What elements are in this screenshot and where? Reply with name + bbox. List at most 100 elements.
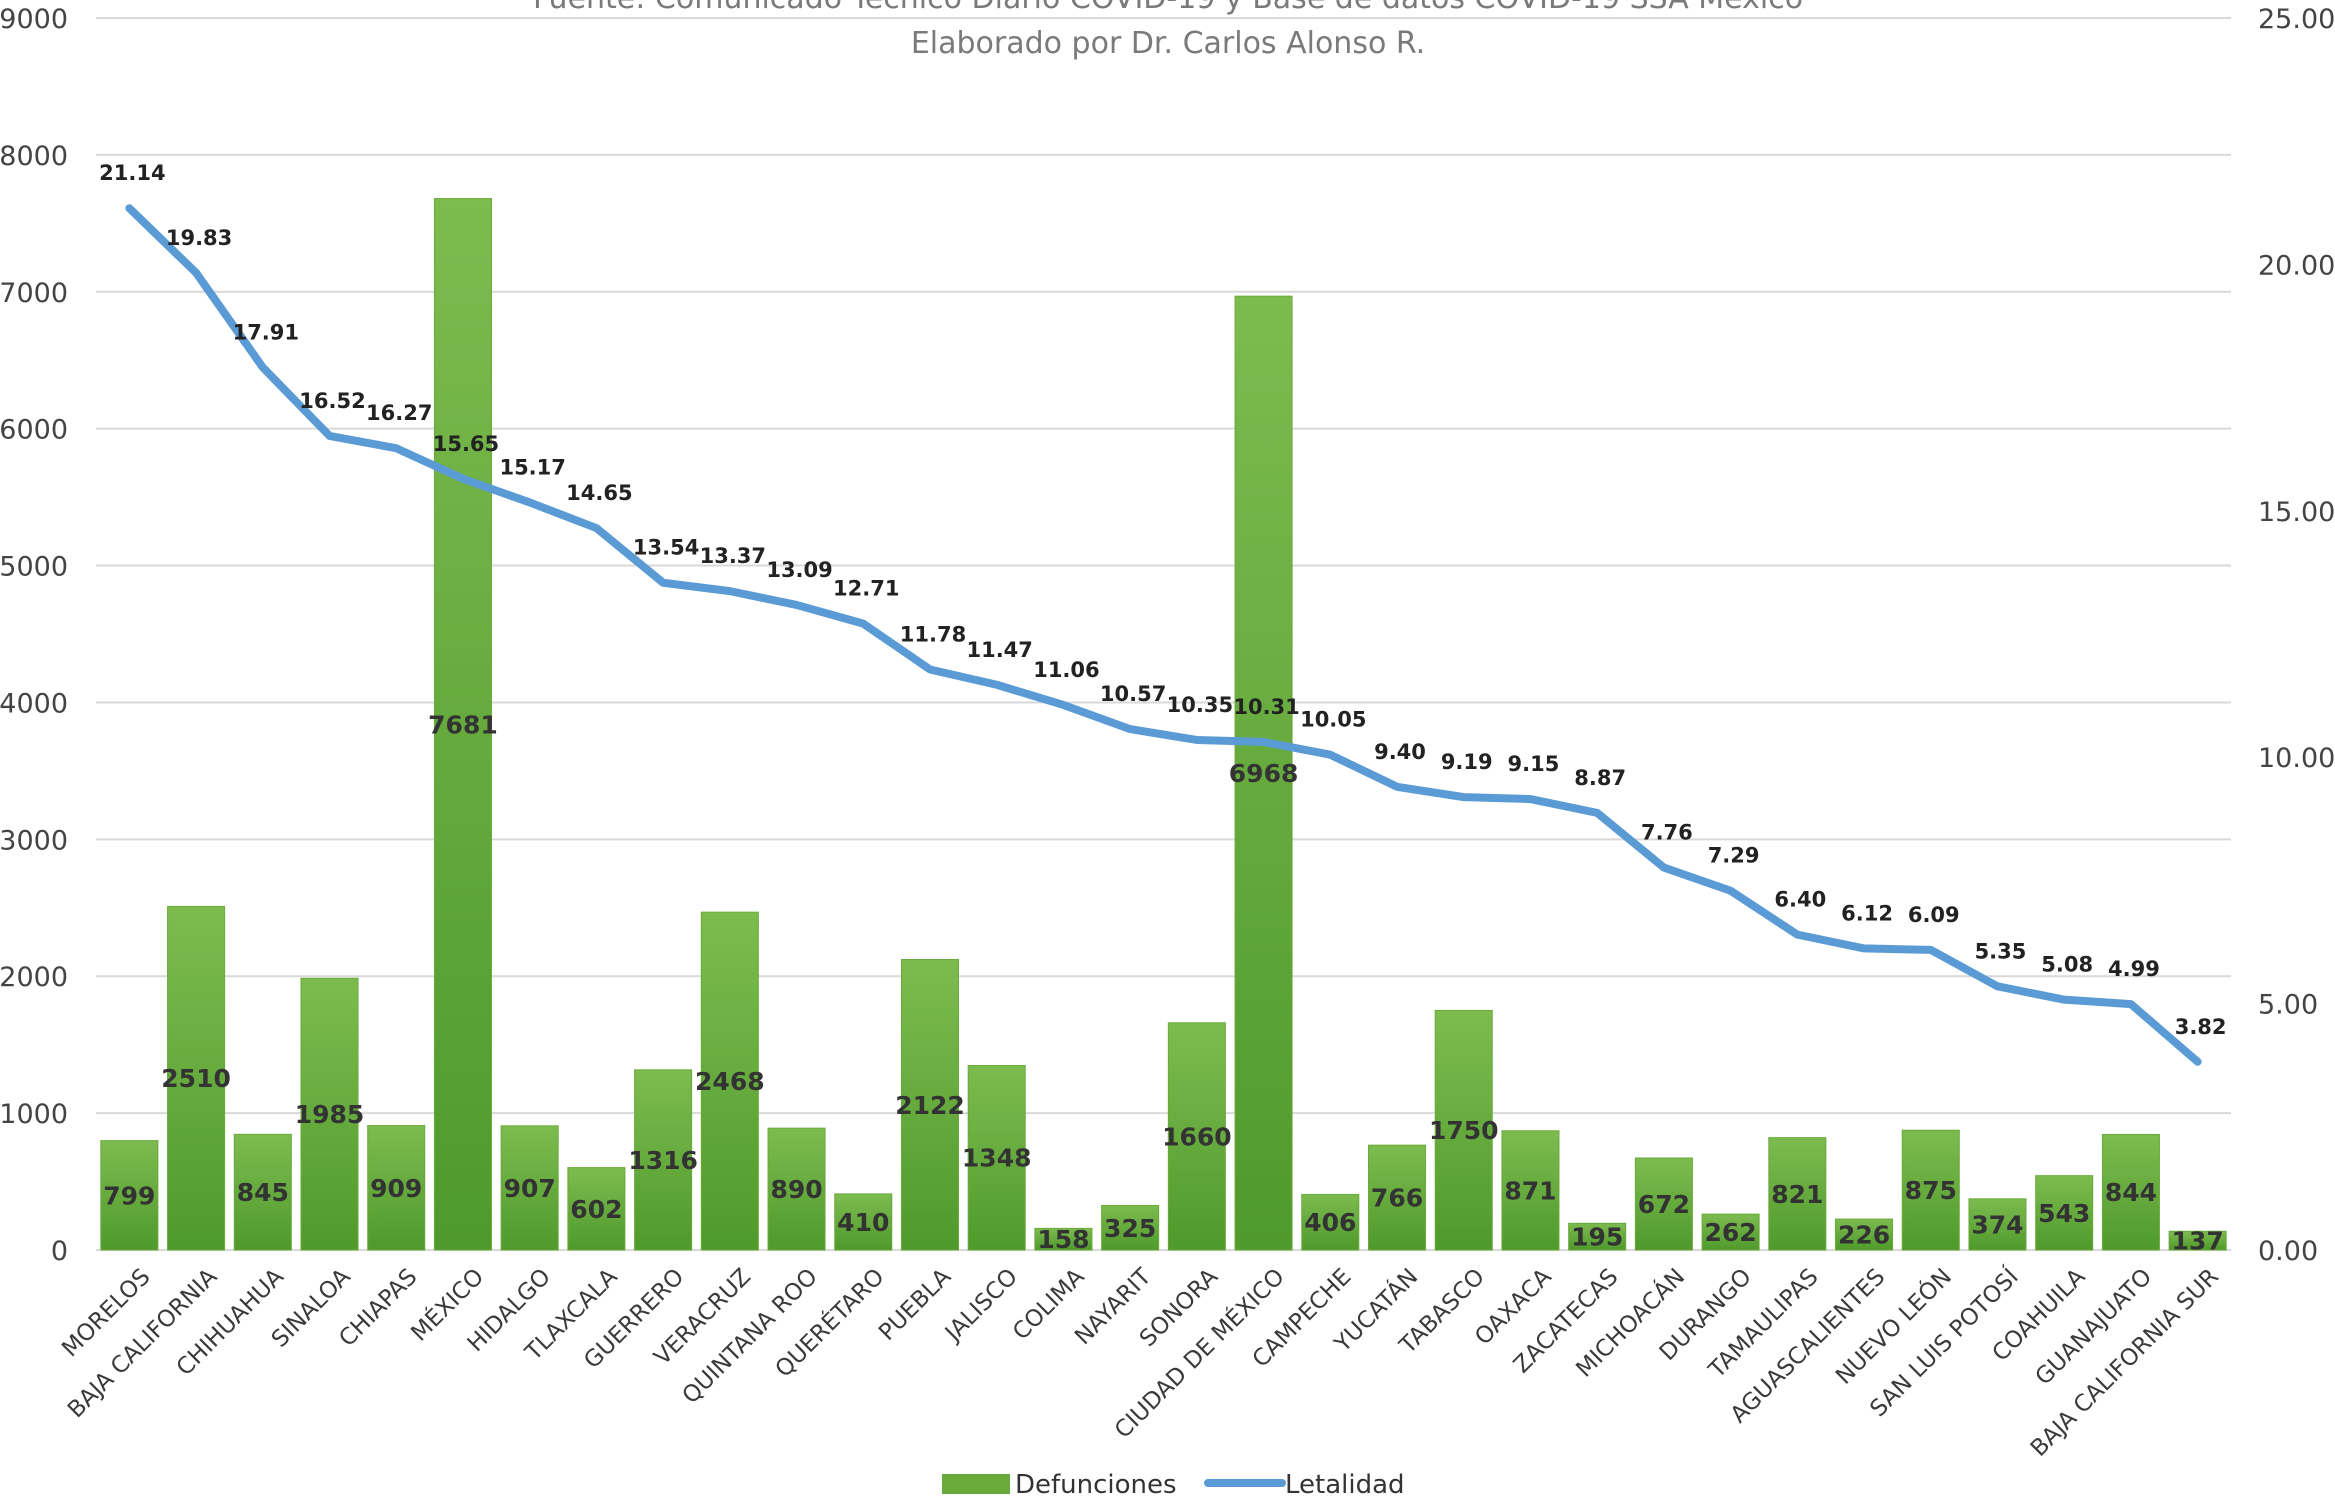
bar: [367, 1125, 426, 1251]
bar: [1301, 1193, 1360, 1251]
line-point: [1062, 703, 1065, 706]
y-right-tick-label: 0.00: [2258, 1236, 2318, 1267]
line-data-label: 16.27: [366, 401, 432, 425]
bar: [967, 1064, 1026, 1251]
y-axis-left: 0 1000 2000 3000 4000 5000 6000 7000 8000 9000: [0, 4, 68, 1267]
line-data-label: 11.47: [966, 638, 1032, 662]
bar-data-label: 543: [2038, 1199, 2090, 1228]
bar-data-label: 799: [103, 1181, 155, 1210]
line-data-label: 8.87: [1574, 766, 1626, 790]
y-left-tick-label: 1000: [0, 1099, 68, 1130]
bar-data-label: 158: [1037, 1225, 1089, 1254]
line-point: [1329, 753, 1332, 756]
y-left-tick-label: 5000: [0, 552, 68, 583]
line-data-label: 5.35: [1975, 939, 2027, 963]
line-data-label: 3.82: [2175, 1015, 2227, 1039]
bar: [433, 198, 492, 1251]
line-point: [1462, 796, 1465, 799]
y-axis-right: 0.00 5.00 10.00 15.00 20.00 25.00: [2258, 4, 2335, 1267]
line-point: [1195, 738, 1198, 741]
line-point: [1262, 740, 1265, 743]
bar: [167, 905, 226, 1251]
bar: [1234, 295, 1293, 1251]
y-left-tick-label: 0: [51, 1236, 68, 1267]
y-right-tick-label: 5.00: [2258, 990, 2318, 1021]
line-point: [395, 447, 398, 450]
y-left-tick-label: 7000: [0, 278, 68, 309]
bar-data-label: 325: [1104, 1214, 1156, 1243]
bar-data-label: 907: [504, 1174, 556, 1203]
line-point: [2196, 1060, 2199, 1063]
letalidad-line: [125, 204, 2202, 1066]
line-data-labels: 21.14 19.83 17.91 16.5216.2715.6515.1714.65…: [99, 161, 2226, 1039]
bar: [834, 1193, 893, 1251]
category-label: JALISCO: [939, 1264, 1023, 1348]
bar-data-label: 6968: [1229, 759, 1299, 788]
bar: [233, 1133, 292, 1251]
line-data-label: 11.78: [900, 622, 966, 646]
y-left-tick-label: 2000: [0, 962, 68, 993]
bar: [500, 1125, 559, 1251]
bar-data-label: 137: [2172, 1227, 2224, 1256]
line-data-label: 6.09: [1908, 903, 1960, 927]
line-data-label: 19.83: [166, 226, 232, 250]
y-right-tick-label: 25.00: [2258, 4, 2335, 35]
line-data-label: 5.08: [2041, 953, 2093, 977]
bar-data-label: 602: [570, 1195, 622, 1224]
line-data-label: 10.57: [1100, 682, 1166, 706]
y-right-tick-label: 15.00: [2258, 497, 2335, 528]
bar-data-label: 672: [1638, 1190, 1690, 1219]
legend-swatch-defunciones: [942, 1474, 1010, 1494]
line-data-label: 17.91: [233, 320, 299, 344]
line-point: [1996, 985, 1999, 988]
bar: [1968, 1198, 2027, 1251]
bar-data-label: 1348: [962, 1144, 1032, 1173]
bar-data-label: 2122: [895, 1091, 965, 1120]
y-right-tick-label: 10.00: [2258, 743, 2335, 774]
line-point: [2129, 1003, 2132, 1006]
line-data-label: 15.65: [433, 432, 499, 456]
gridlines: [96, 17, 2231, 1251]
bar-data-label: 262: [1705, 1218, 1757, 1247]
line-point: [2063, 998, 2066, 1001]
line-data-label: 10.05: [1300, 708, 1366, 732]
bar: [2035, 1175, 2094, 1251]
line-data-label: 9.19: [1441, 750, 1493, 774]
line-data-label: 6.40: [1774, 888, 1826, 912]
line-point: [461, 477, 464, 480]
line-data-label: 10.31: [1233, 695, 1299, 719]
bar: [567, 1167, 626, 1251]
line-data-label: 13.54: [633, 536, 699, 560]
line-point: [1863, 947, 1866, 950]
line-point: [1129, 728, 1132, 731]
legend-label-letalidad: Letalidad: [1285, 1470, 1405, 1500]
bar: [1568, 1222, 1627, 1251]
line-data-label: 6.12: [1841, 901, 1893, 925]
line-point: [728, 590, 731, 593]
line-point: [128, 207, 131, 210]
bar-data-label: 890: [770, 1175, 822, 1204]
bar-data-label: 909: [370, 1174, 422, 1203]
bar: [100, 1140, 159, 1251]
line-data-label: 16.52: [299, 389, 365, 413]
line-data-label: 13.09: [766, 558, 832, 582]
line-point: [795, 603, 798, 606]
bar-data-label: 845: [237, 1178, 289, 1207]
bar: [634, 1069, 693, 1251]
line-data-label: 14.65: [566, 481, 632, 505]
bar: [900, 959, 960, 1251]
bar-data-label: 871: [1504, 1176, 1556, 1205]
line-data-label: 10.35: [1167, 693, 1233, 717]
chart-title-line-1: Fuente: Comunicado Técnico Diario COVID-…: [533, 0, 1803, 16]
bar: [1101, 1205, 1160, 1251]
line-point: [862, 622, 865, 625]
bar: [1501, 1130, 1560, 1251]
chart-title-line-2: Elaborado por Dr. Carlos Alonso R.: [911, 26, 1425, 61]
legend-label-defunciones: Defunciones: [1015, 1470, 1177, 1500]
bar-data-label: 195: [1571, 1223, 1623, 1252]
bar: [1167, 1022, 1226, 1251]
line-point: [1796, 933, 1799, 936]
